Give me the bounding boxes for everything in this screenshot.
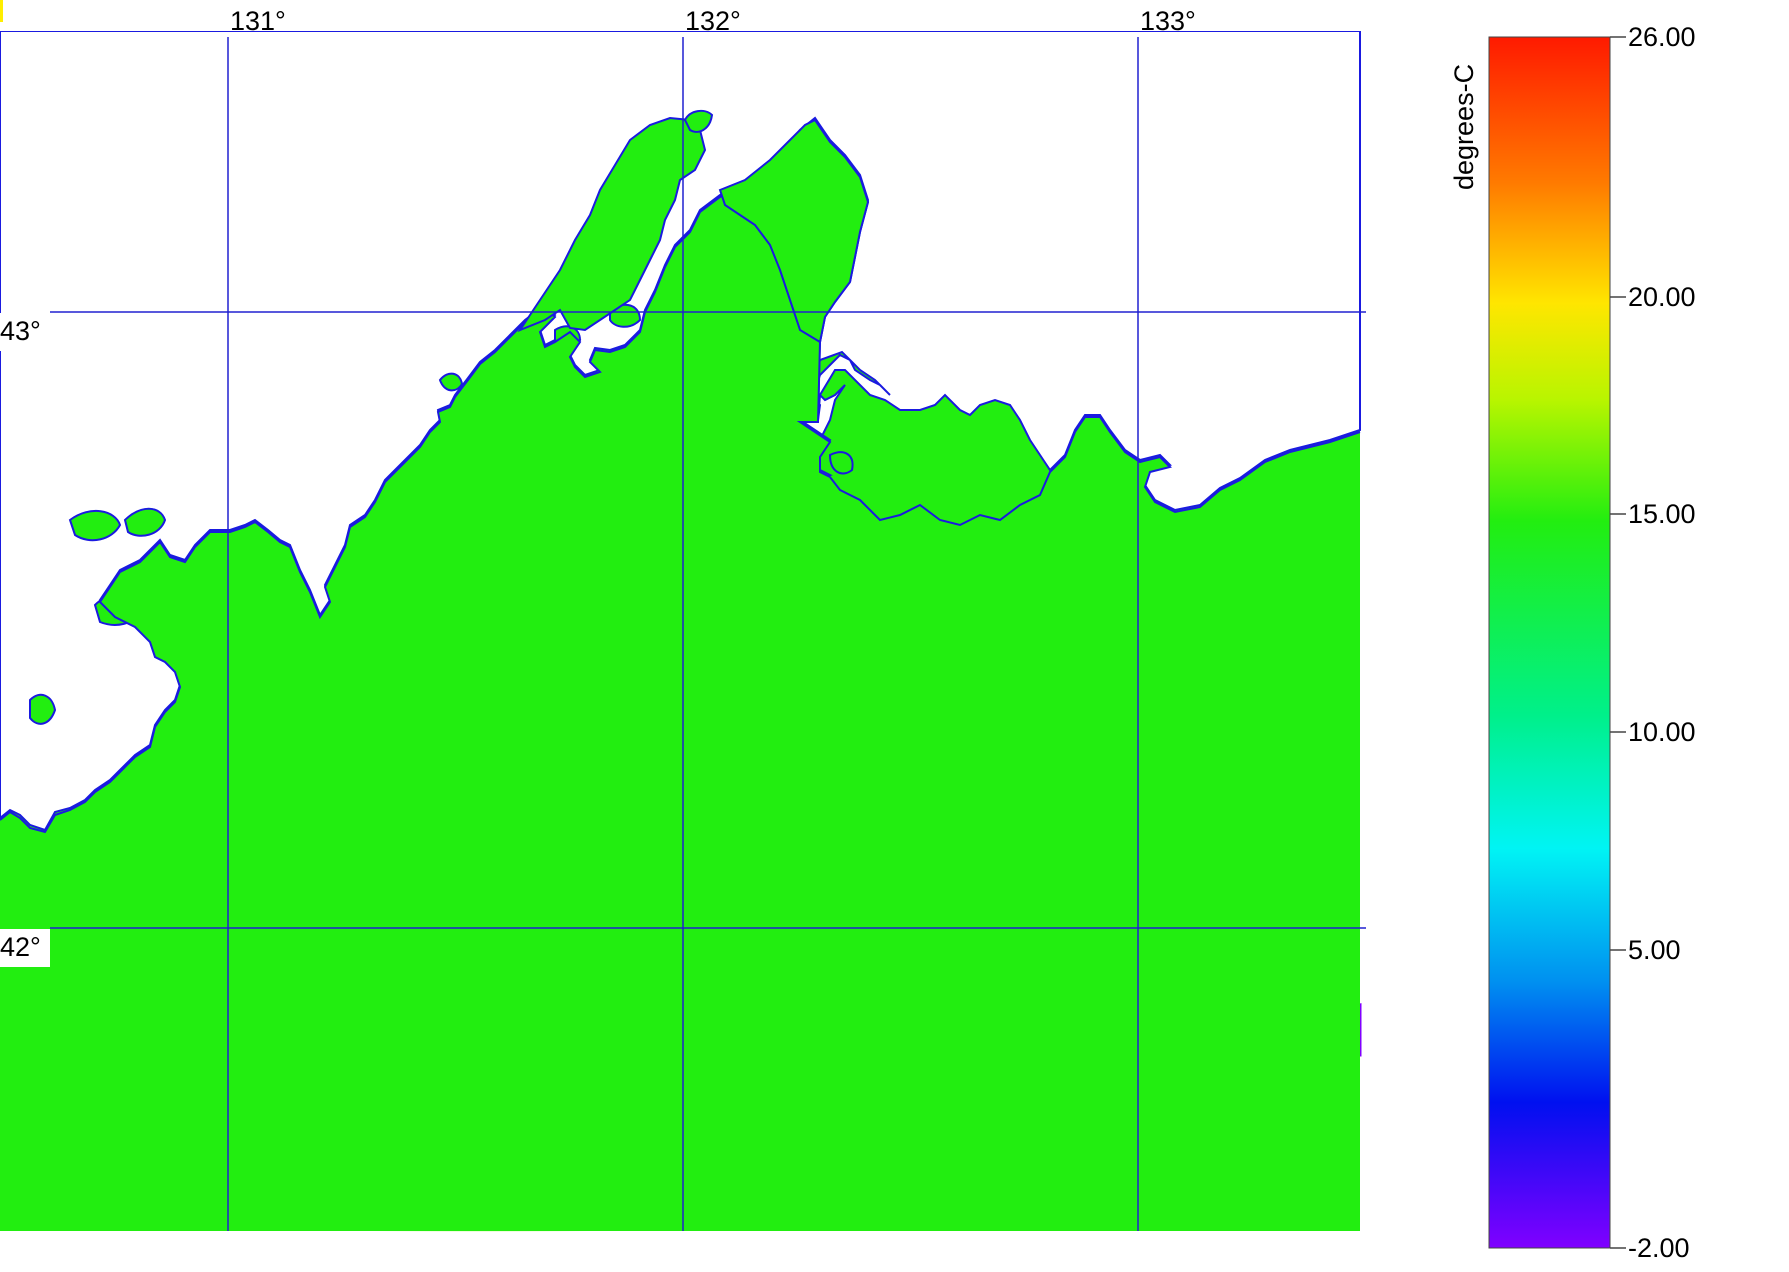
lon-label-131: 131° [230, 6, 286, 36]
peninsula-tip [683, 109, 714, 133]
graticule [50, 37, 1366, 1231]
east-bay [718, 118, 870, 344]
colorbar-ticks: 26.00 20.00 15.00 10.00 5.00 -2.00 [1610, 22, 1696, 1263]
colorbar-tick-label: -2.00 [1628, 1233, 1690, 1263]
colorbar-tick-label: 26.00 [1628, 22, 1696, 52]
lon-label-132: 132° [685, 6, 741, 36]
colorbar-tick-label: 15.00 [1628, 499, 1696, 529]
coastal-sea-fill [0, 120, 1360, 1231]
colorbar-unit-label: degrees-C [1449, 64, 1479, 190]
colorbar-tick-label: 20.00 [1628, 282, 1696, 312]
coastline [0, 118, 1361, 834]
lat-label-43: 43° [0, 316, 41, 346]
lat-label-42: 42° [0, 932, 41, 962]
upper-bay [517, 116, 707, 333]
corner-marker [0, 0, 3, 22]
lon-label-133: 133° [1140, 6, 1196, 36]
colorbar-tick-label: 5.00 [1628, 935, 1681, 965]
colorbar [1488, 36, 1611, 1249]
colorbar-tick-label: 10.00 [1628, 717, 1696, 747]
